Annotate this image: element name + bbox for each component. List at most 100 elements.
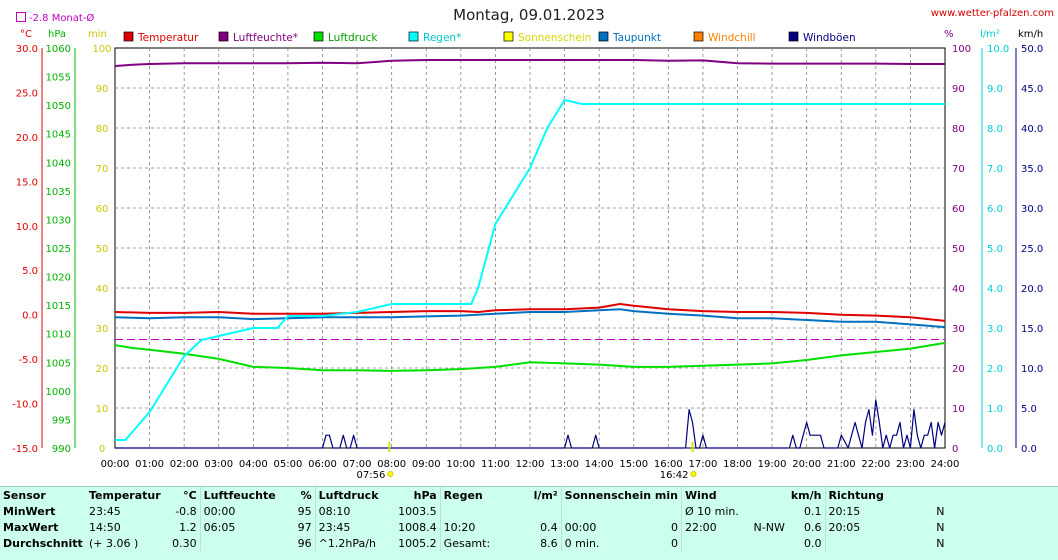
rain-axis-tick: 0.0 [987,444,1003,455]
legend-swatch [218,31,229,42]
pressure-axis-tick: 1020 [46,273,71,284]
temperature-unit: °C [183,488,197,502]
wind-avg-row-dir [742,535,788,551]
sunshine-header: Sonnenschein min [560,487,682,503]
legend-label: Temperatur [137,32,199,44]
humidity-axis-tick: 60 [952,204,965,215]
stats-table: Sensor Temperatur °C Luftfeuchte % Luftd… [0,487,948,551]
x-axis-tick: 13:00 [550,459,579,470]
press-max-value: 1008.4 [398,520,437,534]
legend-swatch [123,31,134,42]
wind-max-time: 22:00 [680,519,742,535]
dir-max-value: N [936,520,945,534]
legend-swatch [788,31,799,42]
sensor-header: Sensor [3,488,46,502]
sun-max-value: 0 [670,520,678,534]
rain-total-label: Gesamt: [439,535,519,551]
x-axis-tick: 11:00 [481,459,510,470]
sun-max-time: 00:00 [560,519,652,535]
wind-avg-row-label [680,535,742,551]
x-axis-tick: 14:00 [585,459,614,470]
humidity-axis-unit: % [944,29,954,40]
pressure-axis-tick: 1045 [46,130,71,141]
temp-axis-tick: 0.0 [22,311,38,322]
rain-header: Regen [439,487,519,503]
x-axis-tick: 02:00 [170,459,199,470]
legend-swatch [693,31,704,42]
legend-swatch [598,31,609,42]
pressure-header: Luftdruck [314,487,390,503]
rain-axis-tick: 5.0 [987,244,1003,255]
rain-axis-unit: l/m² [980,29,1000,40]
minutes-axis-tick: 10 [96,404,109,415]
wind-header: Wind [680,487,742,503]
wind-avg-label: Ø 10 min. [680,503,742,519]
minutes-axis-tick: 80 [96,124,109,135]
legend-swatch [503,31,514,42]
site-link[interactable]: www.wetter-pfalzen.com [930,8,1054,19]
x-axis-tick: 07:00 [343,459,372,470]
legend-label: Windchill [708,32,756,44]
x-axis-tick: 08:00 [377,459,406,470]
pressure-axis-tick: 1015 [46,301,71,312]
pressure-axis-tick: 1030 [46,215,71,226]
wind-avg-dir [742,503,788,519]
pressure-axis-tick: 1050 [46,101,71,112]
minutes-axis-tick: 50 [96,244,109,255]
minutes-axis-tick: 90 [96,84,109,95]
minutes-axis-tick: 20 [96,364,109,375]
stats-row-min: MinWert 23:45 -0.8 00:00 95 08:10 1003.5… [0,503,948,519]
pressure-axis-tick: 1005 [46,358,71,369]
wind-axis-tick: 15.0 [1021,324,1043,335]
dir-avg-time [824,535,928,551]
series-luftdruck-line [114,341,946,372]
wind-max-value: 0.6 [804,520,822,534]
x-axis-tick: 00:00 [101,459,130,470]
x-axis-tick: 06:00 [308,459,337,470]
legend-label: Regen* [423,32,461,44]
series-luftfeuchte-line [114,59,945,67]
dir-min-value: N [936,504,945,518]
x-axis-tick: 17:00 [689,459,718,470]
legend-swatch [408,31,419,42]
wind-axis-tick: 0.0 [1021,444,1037,455]
humidity-header: Luftfeuchte [199,487,287,503]
monthly-average-label: -2.8 Monat-Ø [16,12,94,24]
legend-label: Windböen [803,32,856,44]
hum-avg-value: 96 [297,536,312,550]
pressure-unit: hPa [413,488,437,502]
x-axis-tick: 09:00 [412,459,441,470]
rain-axis-tick: 2.0 [987,364,1003,375]
series-taupunkt-line [114,308,946,329]
legend-label: Luftfeuchte* [233,32,298,44]
stats-header-row: Sensor Temperatur °C Luftfeuchte % Luftd… [0,487,948,503]
temp-axis-tick: -5.0 [18,355,38,366]
humidity-axis-tick: 80 [952,124,965,135]
temp-axis-tick: 30.0 [16,44,38,55]
rain-max-time: 10:20 [439,519,519,535]
hum-max-time: 06:05 [199,519,287,535]
wind-axis-tick: 50.0 [1021,44,1043,55]
x-axis-tick: 03:00 [204,459,233,470]
hum-min-time: 00:00 [199,503,287,519]
temperature-header: Temperatur [89,488,161,502]
wind-axis-tick: 25.0 [1021,244,1043,255]
direction-header: Richtung [824,487,928,503]
rain-axis-tick: 9.0 [987,84,1003,95]
x-axis-tick: 20:00 [792,459,821,470]
sun-total-label: 0 min. [560,535,652,551]
pressure-axis-tick: 995 [52,415,71,426]
temp-axis-tick: -10.0 [12,400,38,411]
minutes-axis-tick: 60 [96,204,109,215]
dir-max-time: 20:05 [824,519,928,535]
wind-axis-tick: 5.0 [1021,404,1037,415]
x-axis-tick: 04:00 [239,459,268,470]
x-axis-tick: 24:00 [931,459,960,470]
stats-panel: Sensor Temperatur °C Luftfeuchte % Luftd… [0,486,1058,560]
humidity-axis-tick: 30 [952,324,965,335]
monthly-average-text: -2.8 Monat-Ø [29,13,95,24]
press-max-time: 23:45 [314,519,390,535]
temp-avg-delta: (+ 3.06 ) [89,536,139,550]
temp-min-value: -0.8 [175,504,197,518]
sunset-time-label: 16:42 [660,470,689,481]
